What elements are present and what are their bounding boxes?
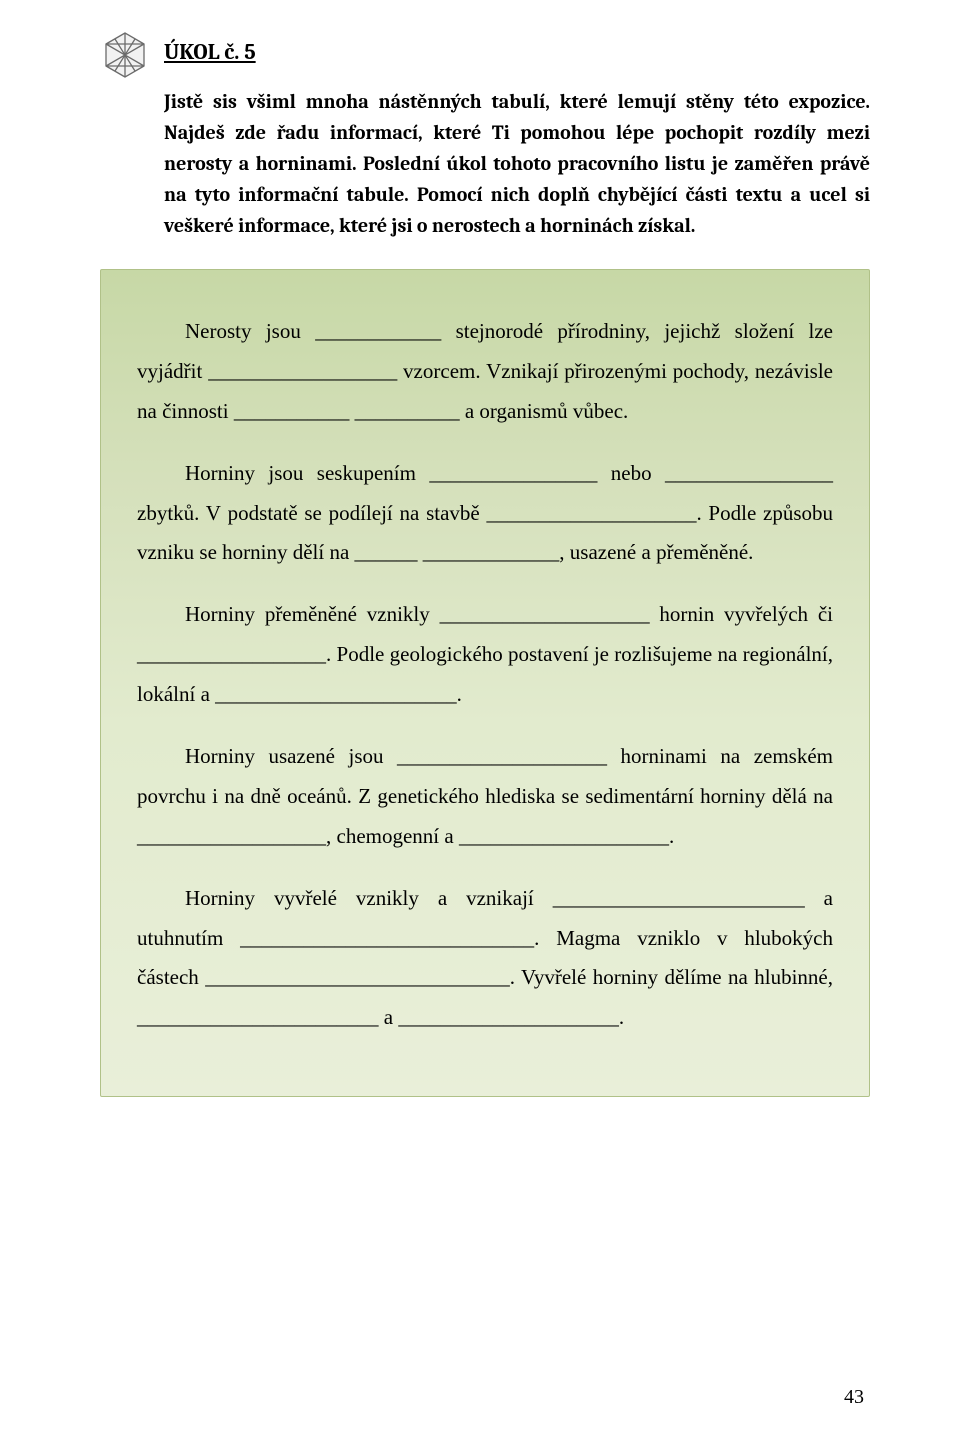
page-number: 43 — [844, 1378, 864, 1416]
panel-paragraph-5: Horniny vyvřelé vznikly a vznikají _____… — [137, 879, 833, 1039]
panel-paragraph-1: Nerosty jsou ____________ stejnorodé pří… — [137, 312, 833, 432]
crystal-icon — [100, 30, 150, 80]
fill-in-panel: Nerosty jsou ____________ stejnorodé pří… — [100, 269, 870, 1097]
task-intro: Jistě sis všiml mnoha nástěnných tabulí,… — [100, 86, 870, 241]
panel-paragraph-3: Horniny přeměněné vznikly ______________… — [137, 595, 833, 715]
panel-paragraph-4: Horniny usazené jsou ___________________… — [137, 737, 833, 857]
task-title: ÚKOL č. 5 — [164, 32, 870, 74]
panel-paragraph-2: Horniny jsou seskupením ________________… — [137, 454, 833, 574]
